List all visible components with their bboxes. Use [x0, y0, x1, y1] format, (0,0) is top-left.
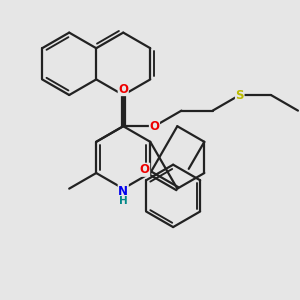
Text: N: N — [118, 184, 128, 197]
Text: S: S — [236, 88, 244, 101]
Text: O: O — [118, 82, 128, 96]
Text: O: O — [140, 163, 150, 176]
Text: H: H — [119, 196, 128, 206]
Text: O: O — [149, 120, 160, 133]
